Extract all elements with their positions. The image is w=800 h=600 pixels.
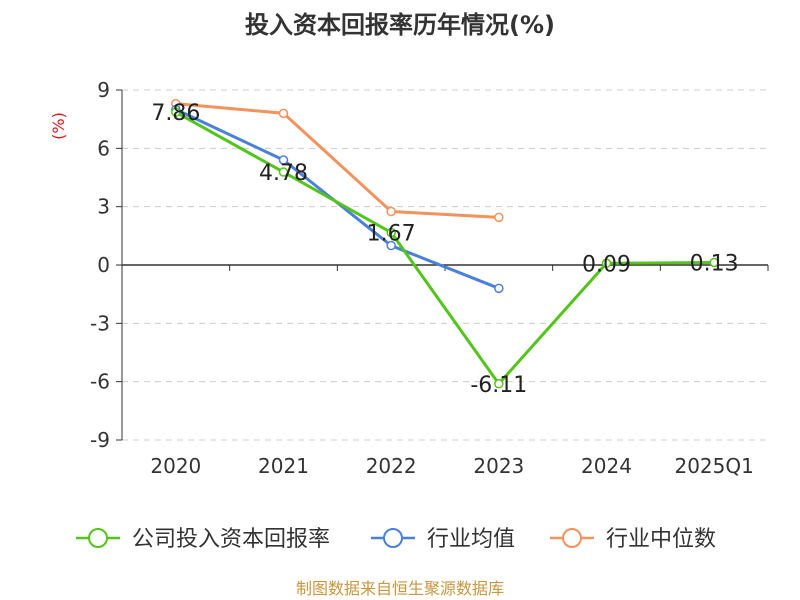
y-tick-label: 0 [97, 253, 110, 277]
data-label: 1.67 [367, 222, 416, 247]
data-point [278, 108, 289, 119]
data-point [709, 257, 719, 268]
series-line-1 [175, 108, 500, 290]
data-point [171, 107, 181, 117]
data-point [494, 212, 504, 223]
data-label: 0.09 [582, 252, 631, 277]
data-point [494, 379, 504, 389]
series-line-2 [175, 102, 499, 219]
legend-label: 行业中位数 [606, 527, 716, 552]
y-tick-label: 3 [97, 195, 110, 219]
x-tick-label: 2020 [150, 454, 201, 478]
data-labels: 7.86 4.78 1.67 -6.11 0.09 0.13 [151, 101, 738, 398]
source-note: 制图数据来自恒生聚源数据库 [296, 579, 504, 598]
legend-swatch-marker [562, 528, 582, 548]
legend-label: 公司投入资本回报率 [132, 527, 330, 552]
legend-swatch-marker [88, 528, 108, 548]
legend: 公司投入资本回报率 行业均值 行业中位数 [76, 527, 716, 552]
y-tick-label: 6 [97, 136, 110, 160]
data-label: 7.86 [151, 101, 200, 126]
x-tick-label: 2024 [581, 454, 632, 478]
y-tick-label: -3 [90, 311, 110, 335]
chart-title: 投入资本回报率历年情况(%) [245, 11, 555, 39]
series-line-0 [175, 110, 715, 386]
data-point [494, 283, 504, 294]
data-point [386, 206, 396, 217]
data-point [386, 227, 396, 238]
data-point [278, 167, 289, 177]
legend-swatch-marker [383, 528, 403, 548]
y-tick-label: 9 [97, 78, 110, 102]
x-tick-label: 2025Q1 [674, 454, 753, 478]
y-axis-label: (%) [49, 112, 68, 140]
gridlines [122, 89, 768, 441]
series-lines [175, 102, 715, 386]
data-label: -6.11 [470, 373, 527, 398]
data-label: 4.78 [259, 161, 308, 186]
axes [116, 89, 769, 441]
y-tick-label: -9 [90, 428, 110, 452]
data-point [278, 155, 289, 165]
x-tick-label: 2023 [473, 454, 524, 478]
x-tick-labels: 2020 2021 2022 2023 2024 2025Q1 [150, 454, 753, 478]
x-tick-label: 2021 [258, 454, 309, 478]
y-tick-label: -6 [90, 370, 110, 394]
data-point [601, 258, 612, 268]
legend-label: 行业均值 [427, 527, 515, 552]
data-point [386, 240, 396, 251]
y-tick-labels: 9 6 3 0 -3 -6 -9 [90, 78, 110, 452]
series-points [171, 98, 719, 389]
x-tick-label: 2022 [366, 454, 417, 478]
data-label: 0.13 [690, 251, 739, 276]
